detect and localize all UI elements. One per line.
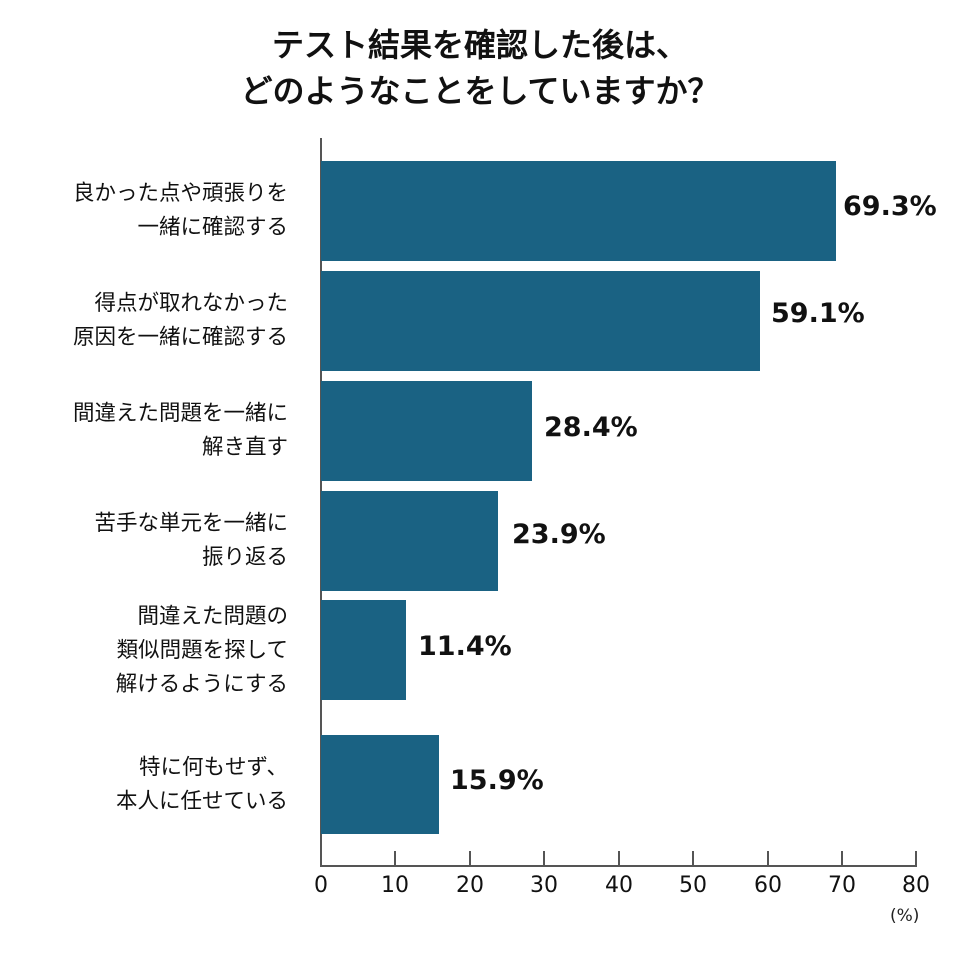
x-tick-label: 40 bbox=[605, 873, 633, 898]
x-tick-label: 80 bbox=[902, 873, 930, 898]
x-axis-line bbox=[320, 865, 917, 867]
bar bbox=[321, 735, 439, 834]
category-label-line: 間違えた問題の bbox=[137, 604, 288, 629]
x-tick-label: 30 bbox=[530, 873, 558, 898]
category-label-line: 良かった点や頑張りを bbox=[72, 181, 288, 206]
bar bbox=[321, 271, 760, 371]
category-label-line: 苦手な単元を一緒に bbox=[94, 511, 288, 536]
category-label-line: 振り返る bbox=[201, 545, 288, 570]
x-tick bbox=[692, 851, 694, 866]
category-label-line: 類似問題を探して bbox=[116, 638, 288, 663]
category-label-line: 一緒に確認する bbox=[137, 215, 288, 240]
value-label: 59.1% bbox=[771, 298, 865, 329]
x-axis-unit: (%) bbox=[890, 906, 920, 926]
category-label-line: 解けるようにする bbox=[115, 672, 288, 697]
category-label: 得点が取れなかった 原因を一緒に確認する bbox=[73, 287, 288, 355]
x-tick-label: 60 bbox=[754, 873, 782, 898]
category-label: 良かった点や頑張りを 一緒に確認する bbox=[73, 177, 288, 245]
category-label-line: 本人に任せている bbox=[115, 789, 288, 814]
x-tick bbox=[767, 851, 769, 866]
x-tick bbox=[394, 851, 396, 866]
category-label-line: 解き直す bbox=[201, 435, 288, 460]
chart-title-line-2: どのようなことをしていますか？ bbox=[240, 72, 720, 110]
category-label: 苦手な単元を一緒に 振り返る bbox=[94, 507, 288, 575]
bar bbox=[321, 161, 836, 261]
x-tick bbox=[320, 851, 322, 866]
x-tick-label: 10 bbox=[381, 873, 409, 898]
bar bbox=[321, 381, 532, 481]
bar bbox=[321, 491, 498, 591]
category-label-line: 間違えた問題を一緒に bbox=[72, 401, 288, 426]
chart-title: テスト結果を確認した後は、 どのようなことをしていますか？ bbox=[0, 22, 960, 114]
x-tick-label: 20 bbox=[456, 873, 484, 898]
value-label: 15.9% bbox=[450, 765, 544, 796]
chart-title-line-1: テスト結果を確認した後は、 bbox=[271, 26, 688, 64]
x-tick bbox=[469, 851, 471, 866]
x-tick bbox=[841, 851, 843, 866]
x-tick bbox=[618, 851, 620, 866]
x-tick-label: 50 bbox=[679, 873, 707, 898]
category-label-line: 得点が取れなかった bbox=[94, 291, 288, 316]
x-tick bbox=[915, 851, 917, 866]
category-label-line: 原因を一緒に確認する bbox=[72, 325, 288, 350]
x-tick-label: 0 bbox=[314, 873, 328, 898]
bar bbox=[321, 600, 406, 700]
value-label: 11.4% bbox=[418, 631, 512, 662]
value-label: 23.9% bbox=[512, 519, 606, 550]
category-label-line: 特に何もせず、 bbox=[139, 755, 288, 780]
x-tick bbox=[543, 851, 545, 866]
value-label: 69.3% bbox=[843, 191, 937, 222]
category-label: 間違えた問題を一緒に 解き直す bbox=[73, 397, 288, 465]
x-tick-label: 70 bbox=[828, 873, 856, 898]
category-label: 特に何もせず、 本人に任せている bbox=[116, 751, 288, 819]
category-label: 間違えた問題の 類似問題を探して 解けるようにする bbox=[116, 600, 288, 702]
value-label: 28.4% bbox=[544, 412, 638, 443]
